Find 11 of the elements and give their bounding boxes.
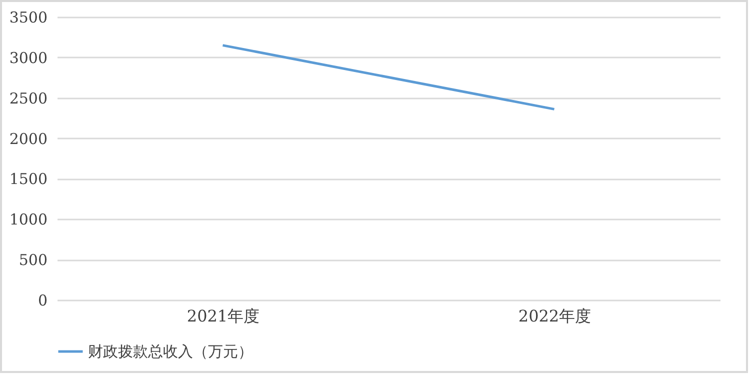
x-tick-label: 2021年度 <box>186 306 260 326</box>
y-tick-label: 1500 <box>9 170 48 188</box>
y-tick-label: 500 <box>18 251 48 270</box>
x-tick-label: 2022年度 <box>518 306 592 326</box>
legend-label: 财政拨款总收入（万元） <box>88 342 253 360</box>
y-tick-label: 2500 <box>9 89 48 108</box>
y-tick-label: 0 <box>38 292 48 310</box>
y-tick-label: 3500 <box>9 8 48 26</box>
y-tick-label: 2000 <box>9 130 48 148</box>
y-tick-label: 1000 <box>9 210 48 229</box>
y-tick-label: 3000 <box>9 48 48 67</box>
